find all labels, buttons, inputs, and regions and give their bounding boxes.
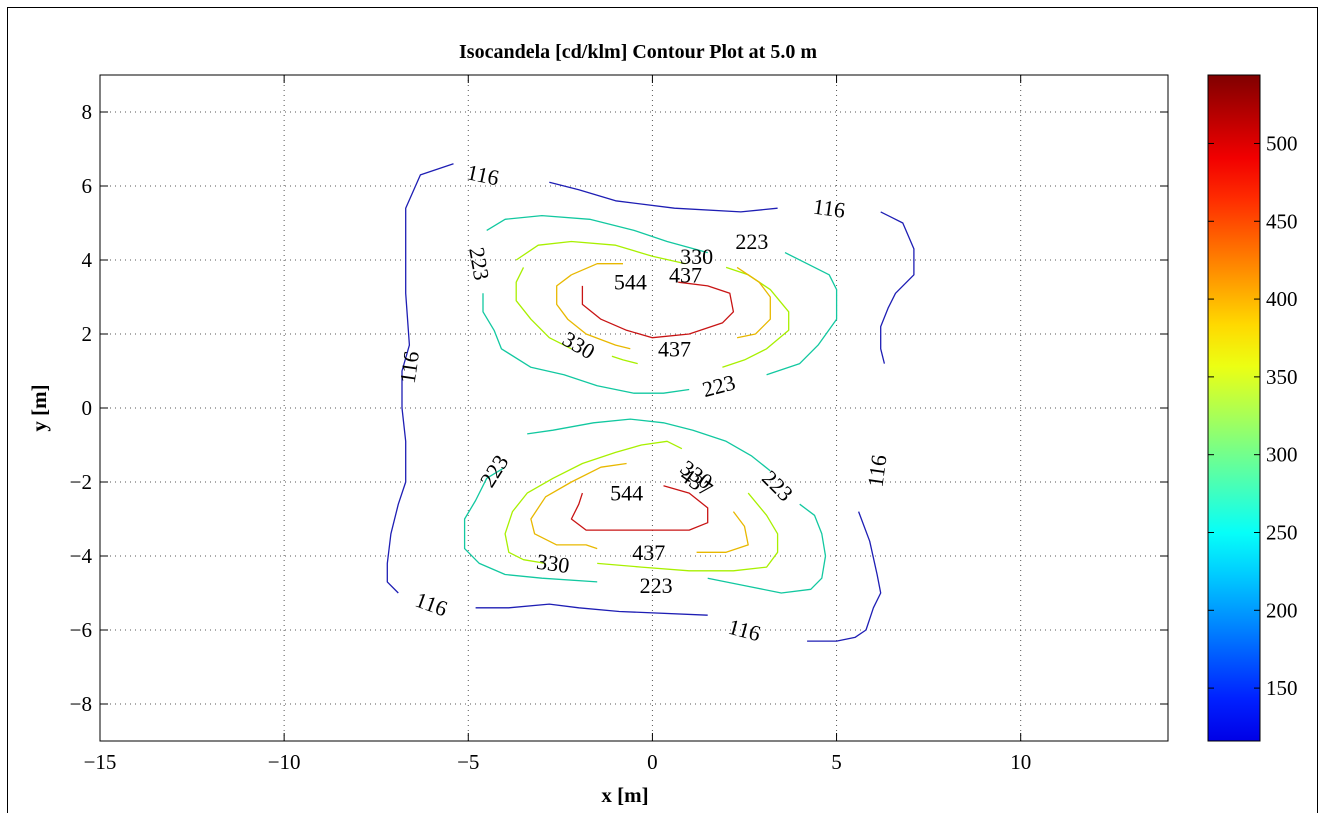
y-tick-label: −6: [70, 618, 92, 642]
contour-label: 116: [862, 453, 891, 488]
x-tick-label: −15: [84, 750, 117, 774]
contour-line-223: [482, 293, 690, 394]
y-tick-label: −4: [70, 544, 93, 568]
contour-line-437: [736, 266, 771, 339]
contour-line-116: [549, 181, 778, 213]
contour-label: 116: [812, 194, 847, 223]
contour-line-330: [722, 266, 790, 368]
contour-line-330: [504, 440, 683, 565]
y-tick-label: 4: [82, 248, 93, 272]
x-tick-label: 5: [831, 750, 842, 774]
figure-border: [7, 7, 1318, 813]
contour-line-223: [766, 252, 838, 376]
contour-line-116: [386, 163, 454, 594]
contour-line-223: [486, 214, 708, 254]
contour-line-223: [527, 418, 771, 472]
y-tick-label: −8: [70, 692, 92, 716]
y-tick-label: 8: [82, 100, 93, 124]
contour-label: 437: [669, 262, 702, 287]
contour-line-544: [570, 485, 709, 531]
contour-label: 116: [726, 614, 764, 646]
y-axis-label: y [m]: [27, 384, 51, 431]
contour-line-330: [597, 492, 779, 572]
contour-label: 437: [658, 336, 691, 361]
colorbar: 150 200 250 300 350 400 450 500: [1207, 74, 1298, 742]
colorbar-tick-label: 350: [1266, 365, 1298, 389]
colorbar-tick-label: 150: [1266, 676, 1298, 700]
x-axis-label: x [m]: [601, 783, 648, 807]
contour-label: 223: [735, 229, 768, 254]
x-tick-label: 0: [647, 750, 658, 774]
colorbar-gradient: [1207, 74, 1261, 742]
contour-label: 223: [700, 369, 738, 402]
contour-lines: [386, 163, 915, 642]
x-tick-label: 10: [1010, 750, 1031, 774]
contour-line-223: [707, 503, 827, 594]
contour-line-116: [807, 511, 882, 642]
contour-line-437: [530, 462, 627, 550]
contour-label: 437: [632, 540, 665, 565]
contour-label: 544: [610, 481, 643, 506]
contour-line-330: [515, 267, 572, 350]
y-tick-label: 6: [82, 174, 93, 198]
contour-label: 544: [614, 270, 647, 295]
colorbar-tick-label: 200: [1266, 598, 1298, 622]
contour-label: 330: [535, 549, 571, 578]
y-tick-label: −2: [70, 470, 92, 494]
contour-line-330: [515, 240, 686, 265]
x-axis-ticks: −15 −10 −5 0 5 10: [84, 75, 1031, 774]
x-tick-label: −10: [268, 750, 301, 774]
colorbar-tick-label: 250: [1266, 520, 1298, 544]
grid-lines: [100, 75, 1168, 741]
contour-label: 116: [395, 350, 424, 385]
colorbar-tick-label: 500: [1266, 131, 1298, 155]
contour-line-437: [571, 263, 623, 276]
contour-label: 223: [757, 465, 798, 506]
chart-title: Isocandela [cd/klm] Contour Plot at 5.0 …: [459, 41, 817, 63]
colorbar-tick-label: 300: [1266, 443, 1298, 467]
contour-line-437: [696, 511, 749, 553]
y-axis-ticks: −8 −6 −4 −2 0 2 4 6 8: [70, 100, 1168, 716]
contour-line-437: [556, 274, 631, 350]
y-tick-label: 2: [82, 322, 93, 346]
colorbar-tick-label: 400: [1266, 287, 1298, 311]
y-tick-label: 0: [82, 396, 93, 420]
contour-label: 116: [412, 587, 451, 622]
contour-label: 223: [464, 245, 494, 282]
contour-label: 223: [640, 573, 673, 598]
contour-line-544: [581, 281, 735, 339]
contour-line-330: [611, 355, 638, 365]
x-tick-label: −5: [457, 750, 479, 774]
colorbar-tick-label: 450: [1266, 209, 1298, 233]
contour-line-116: [880, 211, 915, 364]
contour-line-116: [475, 603, 708, 616]
contour-label: 330: [558, 326, 599, 364]
contour-line-223: [463, 466, 598, 583]
contour-label: 330: [680, 244, 713, 269]
contour-label: 223: [475, 450, 514, 491]
